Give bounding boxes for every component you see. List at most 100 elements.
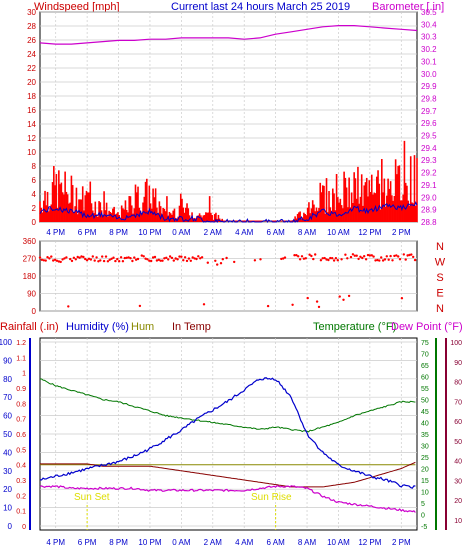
dir-point <box>78 256 81 259</box>
dir-point <box>221 258 224 261</box>
temp-tick-label: 35 <box>421 432 429 439</box>
dir-point <box>157 258 160 261</box>
dir-point <box>304 257 307 260</box>
dir-point <box>393 254 396 258</box>
dir-point <box>59 260 62 264</box>
dir-point <box>310 254 313 258</box>
time-tick-label: 8 PM <box>109 228 128 237</box>
dir-point <box>398 258 402 261</box>
dir-point <box>110 257 113 260</box>
dir-point <box>123 256 127 260</box>
dir-point <box>50 255 53 258</box>
humidity-axis-title: Humidity (%) <box>66 321 129 333</box>
dir-point <box>321 257 324 260</box>
time-tick-label: 10 AM <box>327 538 350 547</box>
dir-point <box>114 259 117 263</box>
direction-letter: N <box>436 303 444 315</box>
dir-point <box>361 256 364 260</box>
rain-tick-label: 1.1 <box>16 355 26 362</box>
dir-point <box>327 258 330 262</box>
dew-tick-label: 60 <box>454 419 462 426</box>
temp-tick-label: 40 <box>421 421 429 428</box>
dir-point <box>82 255 85 259</box>
wind-tick-label: 22 <box>27 64 36 73</box>
dir-point <box>374 259 377 262</box>
hum-tick-label: 20 <box>3 485 12 494</box>
dir-point <box>349 255 353 259</box>
hum-tick-label: 50 <box>3 430 12 439</box>
dir-point <box>155 259 159 262</box>
dir-point <box>52 259 55 262</box>
dir-point <box>150 259 153 263</box>
dir-point <box>364 258 368 261</box>
dir-point <box>368 254 372 257</box>
temp-tick-label: 55 <box>421 386 429 393</box>
dir-point <box>61 258 64 261</box>
time-tick-label: 8 AM <box>298 228 317 237</box>
time-tick-label: 4 PM <box>46 228 65 237</box>
rain-tick-label: 1.2 <box>16 340 26 347</box>
dir-point <box>70 259 74 263</box>
dir-point <box>338 295 341 298</box>
wind-tick-label: 12 <box>27 134 36 143</box>
baro-tick-label: 30.3 <box>421 33 437 42</box>
dir-point <box>353 254 356 257</box>
rain-tick-label: 0 <box>22 524 26 531</box>
baro-tick-label: 29.1 <box>421 181 437 190</box>
wind-tick-label: 24 <box>27 50 36 59</box>
dir-point <box>69 257 72 261</box>
dew-tick-label: 50 <box>454 439 462 446</box>
wind-panel <box>39 11 418 223</box>
direction-letter: S <box>436 272 443 284</box>
dir-point <box>298 258 302 261</box>
dir-point <box>216 263 219 266</box>
dir-point <box>80 255 83 258</box>
dir-point <box>385 255 388 258</box>
baro-tick-label: 29.5 <box>421 132 437 141</box>
dir-point <box>355 254 358 257</box>
dir-point <box>65 256 68 259</box>
time-tick-label: 10 PM <box>138 228 161 237</box>
dir-point <box>200 256 204 259</box>
dir-point <box>44 259 47 262</box>
dir-point <box>195 257 198 261</box>
time-tick-label: 10 AM <box>327 228 350 237</box>
dir-point <box>323 256 326 260</box>
dir-point <box>308 253 311 256</box>
dir-point <box>189 259 192 262</box>
wind-avg-line <box>39 201 418 224</box>
temp-tick-label: 25 <box>421 455 429 462</box>
wind-tick-label: 0 <box>32 218 37 227</box>
dir-point <box>104 255 108 258</box>
time-tick-label: 8 PM <box>109 538 128 547</box>
dir-point <box>174 257 177 260</box>
dir-point <box>76 255 79 259</box>
direction-letter: E <box>436 288 443 300</box>
temp-tick-label: 75 <box>421 340 429 347</box>
dir-point <box>363 255 366 258</box>
baro-tick-label: 28.8 <box>421 218 437 227</box>
dir-point <box>97 260 100 263</box>
time-tick-label: 8 AM <box>298 538 317 547</box>
temp-tick-label: 20 <box>421 467 429 474</box>
dir-point <box>259 258 262 261</box>
baro-tick-label: 30.0 <box>421 70 437 79</box>
dir-point <box>351 253 355 256</box>
dir-point <box>165 256 168 259</box>
temperature-line <box>39 378 416 433</box>
dir-point <box>131 259 134 263</box>
dir-point <box>153 255 157 259</box>
dir-point <box>193 257 196 260</box>
dir-point <box>225 256 228 260</box>
dir-point <box>315 300 319 303</box>
dir-point <box>332 259 336 262</box>
dir-point <box>233 260 236 264</box>
intemp-line <box>40 461 416 488</box>
wind-tick-label: 2 <box>32 204 37 213</box>
dir-point <box>38 256 42 259</box>
rain-tick-label: 0.8 <box>16 401 26 408</box>
dir-point <box>334 257 338 260</box>
dir-point <box>183 256 187 259</box>
dir-point <box>297 255 300 258</box>
